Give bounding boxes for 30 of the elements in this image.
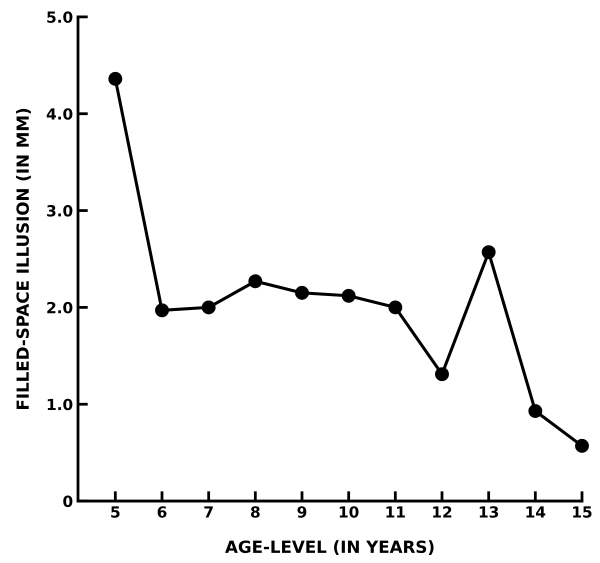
point bbox=[482, 245, 496, 260]
x-tick-label: 10 bbox=[340, 506, 359, 518]
point bbox=[342, 288, 356, 303]
y-tick-label: 5.0 bbox=[47, 11, 72, 23]
y-tick-label: 4.0 bbox=[46, 108, 72, 120]
x-tick-label: 9 bbox=[297, 506, 306, 518]
x-tick-label: 15 bbox=[573, 506, 592, 518]
x-tick-label: 11 bbox=[386, 506, 405, 518]
point bbox=[528, 404, 542, 418]
x-axis-title: AGE-LEVEL (IN YEARS) bbox=[225, 540, 434, 556]
point bbox=[295, 286, 309, 300]
x-tick-label: 5 bbox=[111, 506, 120, 518]
x-tick-label: 7 bbox=[204, 506, 213, 518]
y-tick-label: 0 bbox=[63, 496, 72, 508]
point bbox=[388, 300, 402, 314]
point bbox=[435, 367, 449, 382]
x-tick-label: 6 bbox=[158, 506, 166, 518]
x-tick-label: 14 bbox=[526, 506, 546, 518]
x-tick-label: 12 bbox=[433, 506, 452, 518]
point bbox=[108, 72, 122, 86]
y-tick-label: 3.0 bbox=[47, 205, 72, 217]
y-axis-title: FILLED-SPACE ILLUSION (IN MM) bbox=[16, 108, 31, 410]
point bbox=[202, 300, 216, 314]
point bbox=[575, 438, 589, 453]
y-tick-label: 2.0 bbox=[47, 302, 72, 314]
point bbox=[248, 274, 262, 288]
point bbox=[155, 303, 169, 318]
y-tick-label: 1.0 bbox=[48, 398, 72, 410]
x-tick-label: 13 bbox=[480, 506, 498, 518]
x-tick-label: 8 bbox=[250, 506, 260, 518]
